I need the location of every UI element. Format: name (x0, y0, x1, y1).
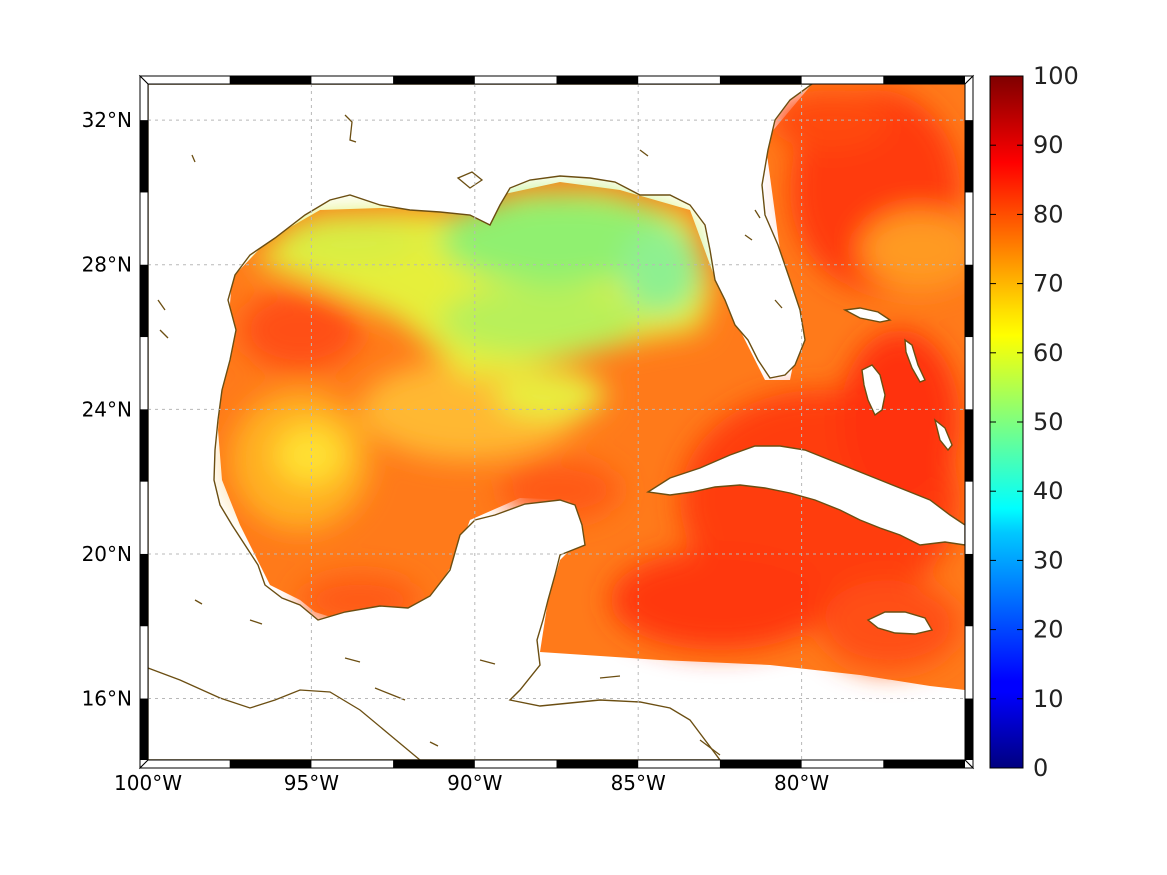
frame-seg-top (556, 76, 639, 84)
frame-seg-left (140, 409, 148, 482)
frame-seg-bottom (556, 760, 639, 768)
frame-seg-right (965, 409, 973, 482)
land-masses (148, 84, 965, 760)
central-america-border (147, 667, 421, 761)
colorbar-label-7: 70 (1033, 270, 1064, 298)
frame-seg-left (140, 264, 148, 338)
colorbar: 0 10 20 30 40 50 60 70 80 90 100 (989, 62, 1079, 782)
colorbar-label-0: 0 (1033, 754, 1048, 782)
lat-label-3: 28°N (82, 253, 132, 277)
colorbar-label-4: 40 (1033, 477, 1064, 505)
frame-seg-top (883, 76, 965, 84)
colorbar-label-8: 80 (1033, 200, 1064, 228)
frame-seg-bottom (719, 760, 802, 768)
latitude-tick-labels: 16°N 20°N 24°N 28°N 32°N (82, 108, 132, 710)
us-gulf-coast (148, 84, 814, 760)
frame-seg-top (229, 76, 312, 84)
colorbar-label-10: 100 (1033, 62, 1079, 90)
frame-seg-bottom (883, 760, 965, 768)
lon-label-4: 80°W (774, 771, 829, 795)
lat-label-4: 32°N (82, 108, 132, 132)
lon-label-1: 95°W (284, 771, 339, 795)
frame-seg-left (140, 698, 148, 760)
colorbar-label-1: 10 (1033, 685, 1064, 713)
colorbar-label-6: 60 (1033, 339, 1064, 367)
lat-label-0: 16°N (82, 687, 132, 711)
jamaica (866, 611, 934, 635)
colorbar-label-2: 20 (1033, 616, 1064, 644)
frame-seg-top (393, 76, 475, 84)
frame-seg-bottom (229, 760, 312, 768)
bahamas-long (933, 418, 953, 452)
colorbar-label-3: 30 (1033, 546, 1064, 574)
colorbar-label-5: 50 (1033, 408, 1064, 436)
frame-seg-right (965, 553, 973, 627)
lon-label-0: 100°W (114, 771, 182, 795)
frame-seg-right (965, 264, 973, 338)
lat-label-1: 20°N (82, 542, 132, 566)
lat-label-2: 24°N (82, 397, 132, 421)
colorbar-label-9: 90 (1033, 131, 1064, 159)
frame-seg-right (965, 120, 973, 193)
bahamas-grand (842, 307, 892, 323)
lon-label-3: 85°W (611, 771, 666, 795)
lon-label-2: 90°W (447, 771, 502, 795)
frame-seg-left (140, 553, 148, 627)
frame-seg-bottom (393, 760, 475, 768)
bahamas-andros (861, 364, 886, 417)
cuba (646, 445, 965, 546)
map-grid (148, 84, 965, 760)
frame-seg-left (140, 120, 148, 193)
data-field (218, 84, 965, 690)
frame-seg-top (719, 76, 802, 84)
map-frame (138, 74, 975, 770)
bahamas-eleuthera (904, 338, 926, 383)
frame-seg-right (965, 698, 973, 760)
longitude-tick-labels: 100°W 95°W 90°W 85°W 80°W (114, 771, 829, 795)
